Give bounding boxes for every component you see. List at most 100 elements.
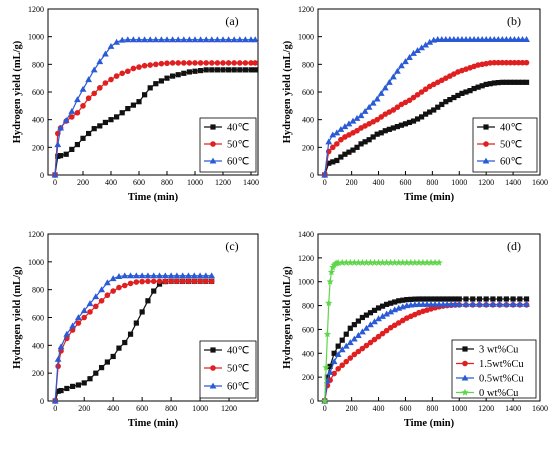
data-point bbox=[104, 359, 110, 365]
data-point bbox=[321, 397, 329, 405]
data-point bbox=[58, 153, 64, 159]
data-point bbox=[334, 157, 340, 164]
data-point bbox=[362, 139, 368, 145]
data-point bbox=[345, 120, 353, 127]
data-point bbox=[113, 38, 120, 45]
legend-label: 50℃ bbox=[227, 364, 250, 375]
data-point bbox=[86, 300, 94, 307]
data-point bbox=[231, 60, 237, 66]
data-point bbox=[181, 60, 187, 66]
data-point bbox=[87, 309, 93, 315]
data-point bbox=[379, 330, 386, 337]
data-point bbox=[197, 60, 204, 66]
data-point bbox=[381, 84, 389, 91]
y-tick-label: 200 bbox=[302, 143, 314, 152]
data-point bbox=[342, 342, 350, 349]
data-point bbox=[479, 83, 485, 89]
data-point bbox=[391, 306, 399, 313]
data-point bbox=[496, 300, 504, 307]
data-point bbox=[203, 60, 209, 66]
y-tick-label: 1200 bbox=[298, 254, 314, 263]
data-point bbox=[208, 272, 216, 279]
data-point bbox=[471, 85, 477, 92]
y-tick-label: 200 bbox=[302, 373, 314, 382]
data-point bbox=[342, 151, 348, 157]
data-point bbox=[114, 114, 120, 120]
data-point bbox=[387, 258, 395, 266]
data-point bbox=[351, 351, 358, 358]
data-point bbox=[220, 67, 226, 73]
legend-item: 0 wt%Cu bbox=[456, 388, 519, 399]
data-point bbox=[406, 97, 413, 104]
data-point bbox=[191, 36, 199, 43]
data-point bbox=[406, 119, 413, 126]
data-point bbox=[135, 36, 143, 43]
data-point bbox=[461, 388, 469, 396]
data-point bbox=[162, 278, 169, 285]
data-point bbox=[186, 36, 193, 43]
data-point bbox=[130, 102, 136, 108]
data-point bbox=[219, 36, 227, 43]
data-point bbox=[490, 296, 496, 302]
data-point bbox=[326, 368, 334, 375]
x-tick-label: 200 bbox=[346, 178, 358, 187]
data-point bbox=[108, 117, 114, 123]
data-point bbox=[169, 60, 176, 66]
legend-label: 50℃ bbox=[500, 140, 523, 151]
data-point bbox=[55, 153, 61, 159]
data-point bbox=[392, 299, 398, 305]
x-axis-label: Time (min) bbox=[128, 418, 179, 429]
data-point bbox=[87, 376, 93, 382]
data-point bbox=[196, 272, 204, 279]
data-point bbox=[350, 335, 358, 342]
data-point bbox=[387, 308, 395, 315]
data-point bbox=[463, 89, 469, 95]
data-point bbox=[102, 119, 108, 126]
data-point bbox=[113, 73, 120, 79]
data-point bbox=[343, 331, 349, 337]
data-point bbox=[214, 36, 221, 43]
data-point bbox=[104, 292, 111, 299]
data-point bbox=[70, 383, 76, 389]
y-tick-label: 600 bbox=[32, 88, 44, 97]
data-point bbox=[144, 272, 152, 279]
data-point bbox=[181, 70, 187, 76]
data-point bbox=[394, 123, 400, 130]
data-point bbox=[202, 36, 210, 43]
data-point bbox=[125, 106, 131, 112]
data-point bbox=[410, 94, 417, 101]
data-point bbox=[427, 109, 433, 115]
legend-item: 40℃ bbox=[477, 123, 523, 134]
data-point bbox=[130, 36, 137, 43]
data-point bbox=[390, 125, 396, 131]
data-point bbox=[237, 67, 243, 73]
data-point bbox=[359, 328, 366, 335]
data-point bbox=[115, 273, 123, 279]
x-tick-label: 600 bbox=[136, 404, 148, 413]
data-point bbox=[98, 298, 105, 304]
x-axis-label: Time (min) bbox=[404, 192, 455, 203]
data-point bbox=[374, 116, 381, 123]
data-point bbox=[388, 300, 394, 306]
data-point bbox=[57, 124, 64, 131]
data-point bbox=[118, 36, 126, 43]
data-point bbox=[502, 300, 510, 307]
data-point bbox=[333, 129, 341, 136]
data-point bbox=[519, 59, 526, 66]
x-tick-label: 400 bbox=[373, 404, 385, 413]
y-tick-label: 600 bbox=[302, 88, 314, 97]
data-point bbox=[248, 60, 254, 66]
data-point bbox=[141, 62, 148, 69]
data-point bbox=[423, 258, 431, 266]
data-point bbox=[338, 258, 346, 266]
series-2 bbox=[51, 272, 216, 404]
data-point bbox=[138, 272, 146, 279]
data-point bbox=[452, 296, 458, 302]
data-point bbox=[350, 147, 356, 153]
data-point bbox=[133, 320, 139, 326]
x-tick-label: 400 bbox=[107, 404, 119, 413]
data-point bbox=[124, 36, 132, 43]
data-point bbox=[79, 85, 87, 92]
data-point bbox=[203, 67, 209, 73]
y-axis-label: Hydrogen yield (mL/g) bbox=[282, 266, 293, 369]
